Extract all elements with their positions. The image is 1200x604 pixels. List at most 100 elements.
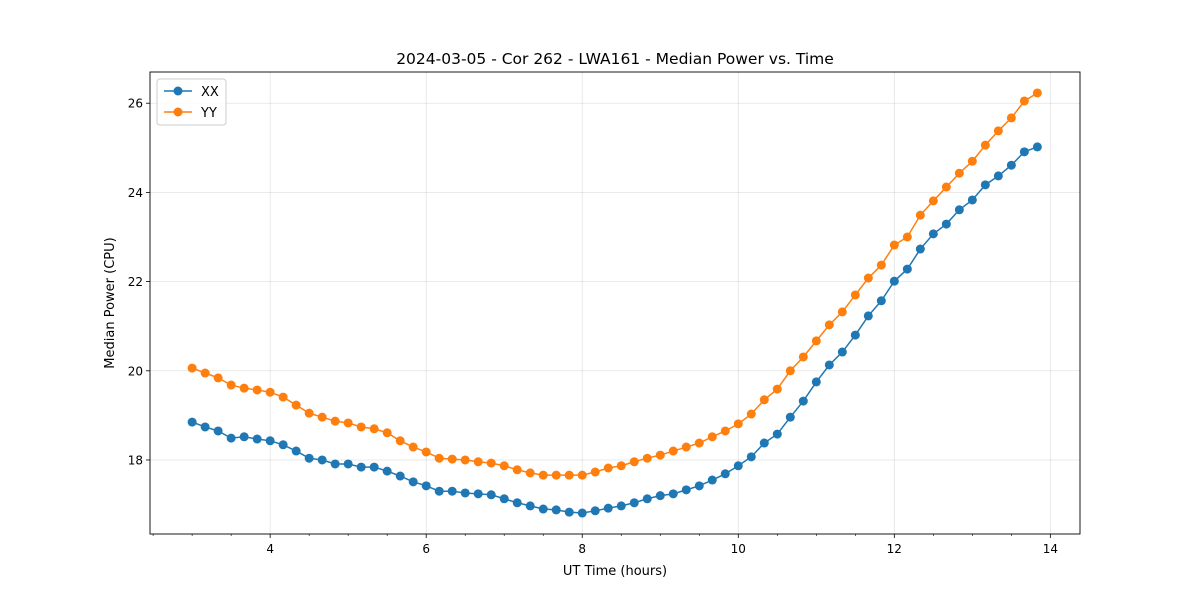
data-point-xx xyxy=(434,486,444,496)
data-point-xx xyxy=(733,461,743,471)
y-tick-label: 18 xyxy=(128,453,143,467)
x-tick-label: 8 xyxy=(578,542,586,556)
data-point-yy xyxy=(239,383,249,393)
data-point-xx xyxy=(486,490,496,500)
data-point-xx xyxy=(551,505,561,515)
data-point-yy xyxy=(382,428,392,438)
data-point-xx xyxy=(356,462,366,472)
data-point-xx xyxy=(837,347,847,357)
legend: XX YY xyxy=(156,78,227,126)
data-point-yy xyxy=(863,273,873,283)
data-point-xx xyxy=(317,455,327,465)
data-point-yy xyxy=(408,442,418,452)
data-point-yy xyxy=(876,260,886,270)
data-point-yy xyxy=(772,384,782,394)
data-point-yy xyxy=(447,454,457,464)
data-point-xx xyxy=(980,180,990,190)
data-point-xx xyxy=(863,311,873,321)
data-point-yy xyxy=(291,400,301,410)
data-point-xx xyxy=(954,205,964,215)
data-point-xx xyxy=(811,377,821,387)
y-axis-label: Median Power (CPU) xyxy=(103,237,118,368)
data-point-xx xyxy=(564,507,574,517)
y-tick-label: 20 xyxy=(128,364,143,378)
data-point-yy xyxy=(1019,96,1029,106)
data-point-xx xyxy=(590,506,600,516)
data-point-yy xyxy=(798,352,808,362)
data-point-yy xyxy=(486,458,496,468)
data-point-xx xyxy=(447,486,457,496)
data-point-xx xyxy=(707,475,717,485)
data-point-xx xyxy=(681,485,691,495)
data-point-yy xyxy=(759,395,769,405)
data-point-yy xyxy=(733,419,743,429)
legend-xx-label: XX xyxy=(201,85,219,100)
data-point-yy xyxy=(395,436,405,446)
data-point-yy xyxy=(629,457,639,467)
data-point-yy xyxy=(694,438,704,448)
data-point-xx xyxy=(265,436,275,446)
data-point-xx xyxy=(876,296,886,306)
data-point-xx xyxy=(278,440,288,450)
data-point-xx xyxy=(343,459,353,469)
data-point-xx xyxy=(798,396,808,406)
data-point-yy xyxy=(603,463,613,473)
data-point-yy xyxy=(213,373,223,383)
chart-title: 2024-03-05 - Cor 262 - LWA161 - Median P… xyxy=(396,50,834,68)
data-point-xx xyxy=(629,498,639,508)
data-point-xx xyxy=(421,481,431,491)
data-point-xx xyxy=(460,488,470,498)
data-point-xx xyxy=(473,489,483,499)
series-layer xyxy=(187,88,1042,518)
data-point-xx xyxy=(330,459,340,469)
x-tick-label: 4 xyxy=(266,542,274,556)
x-tick-label: 10 xyxy=(731,542,746,556)
data-point-yy xyxy=(187,363,197,373)
data-point-xx xyxy=(668,489,678,499)
data-point-xx xyxy=(772,429,782,439)
data-point-yy xyxy=(525,468,535,478)
data-point-xx xyxy=(187,417,197,427)
data-point-yy xyxy=(707,432,717,442)
data-point-xx xyxy=(1032,142,1042,152)
data-point-yy xyxy=(616,461,626,471)
data-point-yy xyxy=(824,320,834,330)
data-point-yy xyxy=(811,336,821,346)
data-point-xx xyxy=(915,244,925,254)
data-point-yy xyxy=(356,422,366,432)
legend-xx-marker xyxy=(173,86,183,96)
data-point-yy xyxy=(1032,88,1042,98)
data-point-yy xyxy=(252,385,262,395)
y-tick-label: 24 xyxy=(128,186,143,200)
data-point-xx xyxy=(642,494,652,504)
data-point-xx xyxy=(291,446,301,456)
data-point-yy xyxy=(720,426,730,436)
data-point-xx xyxy=(499,494,509,504)
y-tick-label: 22 xyxy=(128,275,143,289)
data-point-xx xyxy=(512,498,522,508)
data-point-yy xyxy=(837,307,847,317)
x-axis-label: UT Time (hours) xyxy=(563,564,667,579)
data-point-xx xyxy=(577,508,587,518)
data-point-yy xyxy=(577,470,587,480)
legend-yy-label: YY xyxy=(200,106,217,121)
data-point-xx xyxy=(850,330,860,340)
data-point-yy xyxy=(499,461,509,471)
data-point-yy xyxy=(551,470,561,480)
data-point-xx xyxy=(525,501,535,511)
data-point-xx xyxy=(395,471,405,481)
data-point-xx xyxy=(759,438,769,448)
data-point-yy xyxy=(265,387,275,397)
data-point-xx xyxy=(603,503,613,513)
data-point-yy xyxy=(941,182,951,192)
data-point-yy xyxy=(590,467,600,477)
data-point-yy xyxy=(343,418,353,428)
data-point-xx xyxy=(720,469,730,479)
legend-yy-marker xyxy=(173,107,183,117)
data-point-yy xyxy=(980,140,990,150)
data-point-yy xyxy=(655,450,665,460)
data-point-yy xyxy=(785,366,795,376)
data-point-xx xyxy=(824,360,834,370)
data-point-yy xyxy=(538,470,548,480)
